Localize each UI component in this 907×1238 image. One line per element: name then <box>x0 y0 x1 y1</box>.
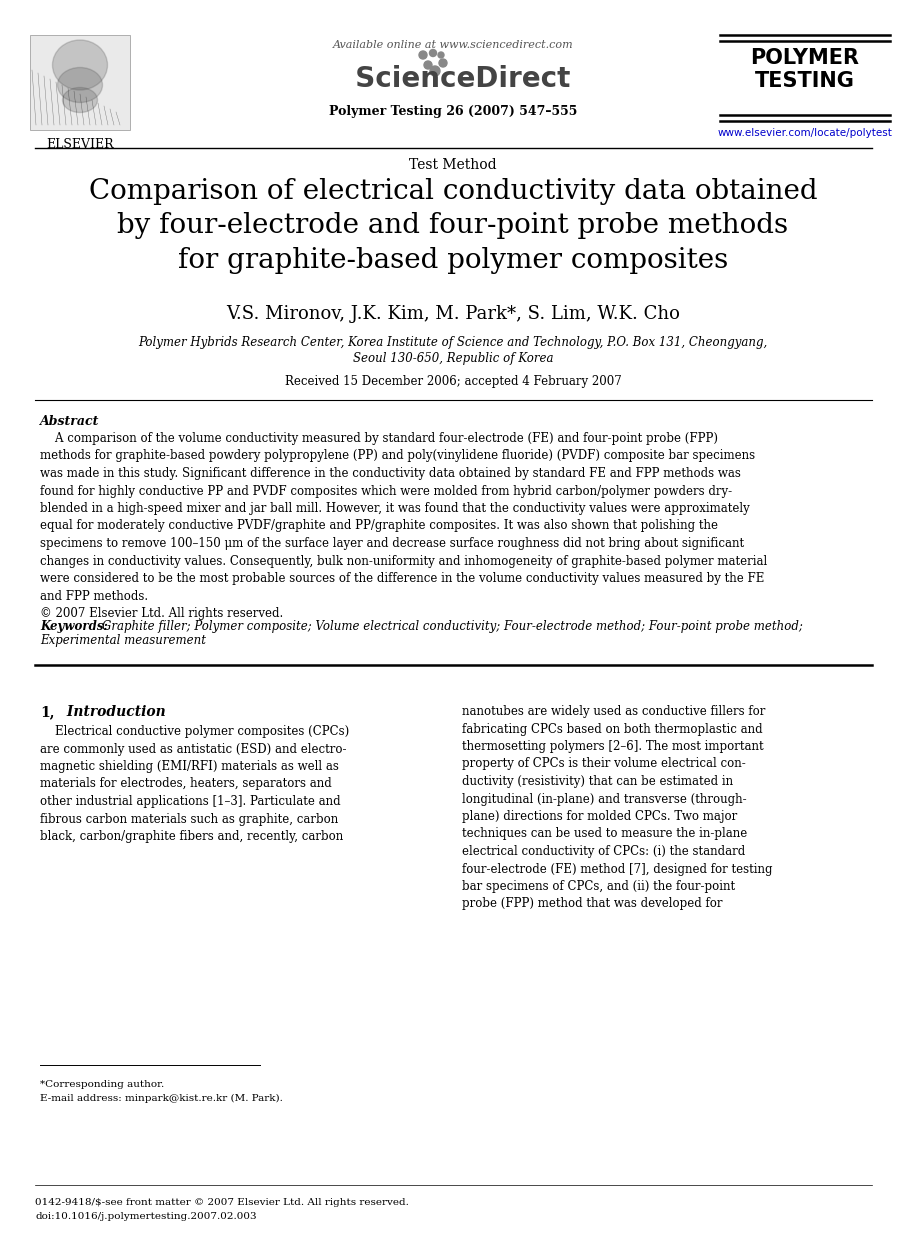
Text: V.S. Mironov, J.K. Kim, M. Park*, S. Lim, W.K. Cho: V.S. Mironov, J.K. Kim, M. Park*, S. Lim… <box>226 305 680 323</box>
Bar <box>30 35 130 130</box>
Ellipse shape <box>53 40 108 90</box>
Text: A comparison of the volume conductivity measured by standard four-electrode (FE): A comparison of the volume conductivity … <box>40 432 767 620</box>
Ellipse shape <box>57 68 102 103</box>
Text: ELSEVIER: ELSEVIER <box>46 137 113 151</box>
Text: Comparison of electrical conductivity data obtained
by four-electrode and four-p: Comparison of electrical conductivity da… <box>89 178 817 274</box>
Circle shape <box>424 61 432 69</box>
Text: Available online at www.sciencedirect.com: Available online at www.sciencedirect.co… <box>333 40 573 50</box>
Text: www.elsevier.com/locate/polytest: www.elsevier.com/locate/polytest <box>717 128 892 137</box>
Circle shape <box>419 51 427 59</box>
Text: Polymer Hybrids Research Center, Korea Institute of Science and Technology, P.O.: Polymer Hybrids Research Center, Korea I… <box>139 335 767 349</box>
Text: nanotubes are widely used as conductive fillers for
fabricating CPCs based on bo: nanotubes are widely used as conductive … <box>462 704 773 910</box>
Text: ScienceDirect: ScienceDirect <box>336 66 571 93</box>
Text: Polymer Testing 26 (2007) 547–555: Polymer Testing 26 (2007) 547–555 <box>329 105 577 118</box>
Text: Test Method: Test Method <box>409 158 497 172</box>
Text: *Corresponding author.: *Corresponding author. <box>40 1080 164 1089</box>
Text: Seoul 130-650, Republic of Korea: Seoul 130-650, Republic of Korea <box>353 352 553 365</box>
Text: Abstract: Abstract <box>40 415 100 428</box>
Text: POLYMER
TESTING: POLYMER TESTING <box>750 48 860 92</box>
Text: doi:10.1016/j.polymertesting.2007.02.003: doi:10.1016/j.polymertesting.2007.02.003 <box>35 1212 257 1221</box>
Text: Received 15 December 2006; accepted 4 February 2007: Received 15 December 2006; accepted 4 Fe… <box>285 375 621 387</box>
Text: E-mail address: minpark@kist.re.kr (M. Park).: E-mail address: minpark@kist.re.kr (M. P… <box>40 1094 283 1103</box>
Circle shape <box>439 59 447 67</box>
Text: 1,: 1, <box>40 704 54 719</box>
Circle shape <box>430 66 440 76</box>
Text: Electrical conductive polymer composites (CPCs)
are commonly used as antistatic : Electrical conductive polymer composites… <box>40 725 349 843</box>
Circle shape <box>430 50 436 57</box>
Text: Keywords:: Keywords: <box>40 620 108 633</box>
Ellipse shape <box>63 88 97 113</box>
Text: Introduction: Introduction <box>62 704 166 719</box>
Text: Experimental measurement: Experimental measurement <box>40 634 206 647</box>
Text: Graphite filler; Polymer composite; Volume electrical conductivity; Four-electro: Graphite filler; Polymer composite; Volu… <box>102 620 803 633</box>
Text: 0142-9418/$-see front matter © 2007 Elsevier Ltd. All rights reserved.: 0142-9418/$-see front matter © 2007 Else… <box>35 1198 409 1207</box>
Circle shape <box>438 52 444 58</box>
